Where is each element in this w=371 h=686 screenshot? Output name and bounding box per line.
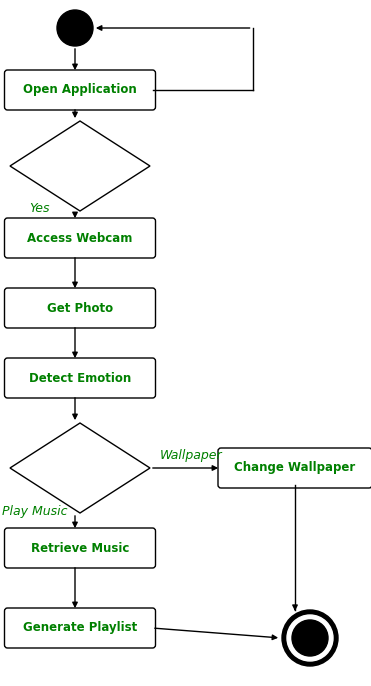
FancyBboxPatch shape <box>4 358 155 398</box>
FancyBboxPatch shape <box>218 448 371 488</box>
Text: Retrieve Music: Retrieve Music <box>31 541 129 554</box>
Text: Change Wallpaper: Change Wallpaper <box>234 462 356 475</box>
Polygon shape <box>10 121 150 211</box>
Text: Yes: Yes <box>30 202 50 215</box>
Circle shape <box>282 610 338 666</box>
FancyBboxPatch shape <box>4 608 155 648</box>
Text: Open Application: Open Application <box>23 84 137 97</box>
FancyBboxPatch shape <box>4 288 155 328</box>
Text: Get Photo: Get Photo <box>47 302 113 314</box>
FancyBboxPatch shape <box>4 528 155 568</box>
FancyBboxPatch shape <box>4 70 155 110</box>
FancyBboxPatch shape <box>4 218 155 258</box>
Text: Play Music: Play Music <box>2 504 68 517</box>
Circle shape <box>292 620 328 656</box>
Circle shape <box>287 615 333 661</box>
Circle shape <box>57 10 93 46</box>
Text: Access Webcam: Access Webcam <box>27 231 133 244</box>
Text: Generate Playlist: Generate Playlist <box>23 622 137 635</box>
Text: Wallpaper: Wallpaper <box>160 449 223 462</box>
Text: Detect Emotion: Detect Emotion <box>29 372 131 384</box>
Polygon shape <box>10 423 150 513</box>
